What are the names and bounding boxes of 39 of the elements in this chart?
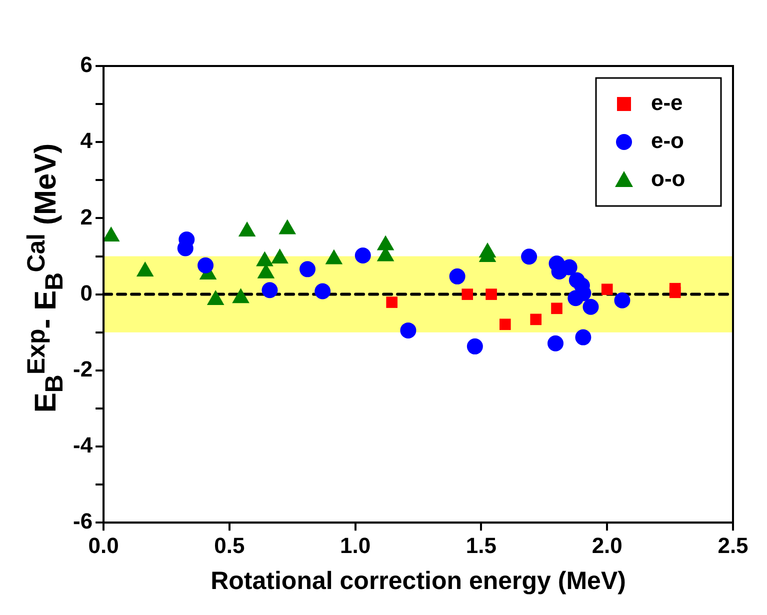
point	[548, 335, 564, 352]
point	[262, 282, 278, 298]
point	[669, 286, 681, 298]
point	[614, 292, 630, 308]
point	[198, 257, 214, 274]
point	[354, 247, 371, 264]
point	[601, 284, 613, 296]
point	[575, 329, 592, 346]
point	[462, 288, 474, 300]
x-tick-label: 0.5	[214, 532, 245, 558]
point	[386, 296, 398, 308]
point	[400, 322, 416, 338]
legend-label: o-o	[651, 166, 686, 192]
y-tick-label: -4	[73, 432, 94, 458]
point	[300, 261, 316, 278]
point	[314, 283, 331, 300]
point	[486, 288, 497, 300]
x-tick-label: 2.5	[718, 532, 748, 558]
point	[551, 302, 562, 314]
y-tick-label: 4	[80, 128, 94, 154]
x-tick-label: 1.0	[340, 532, 371, 558]
y-tick-label: 0	[80, 280, 93, 306]
y-tick-label: -6	[73, 508, 93, 534]
point	[582, 298, 599, 315]
x-axis-title: Rotational correction energy (MeV)	[210, 566, 626, 595]
point	[530, 314, 542, 326]
y-tick-label: 2	[80, 204, 93, 230]
point	[466, 338, 483, 354]
y-tick-label: 6	[80, 52, 93, 78]
x-tick-label: 2.0	[592, 532, 622, 558]
point	[449, 268, 466, 284]
x-tick-label: 0.0	[88, 532, 119, 558]
legend-label: e-o	[651, 128, 684, 154]
point	[568, 290, 584, 306]
x-tick-label: 1.5	[466, 532, 497, 558]
point	[521, 248, 538, 265]
point	[499, 318, 511, 330]
legend-label: e-e	[651, 90, 683, 116]
y-tick-label: -2	[73, 356, 93, 382]
